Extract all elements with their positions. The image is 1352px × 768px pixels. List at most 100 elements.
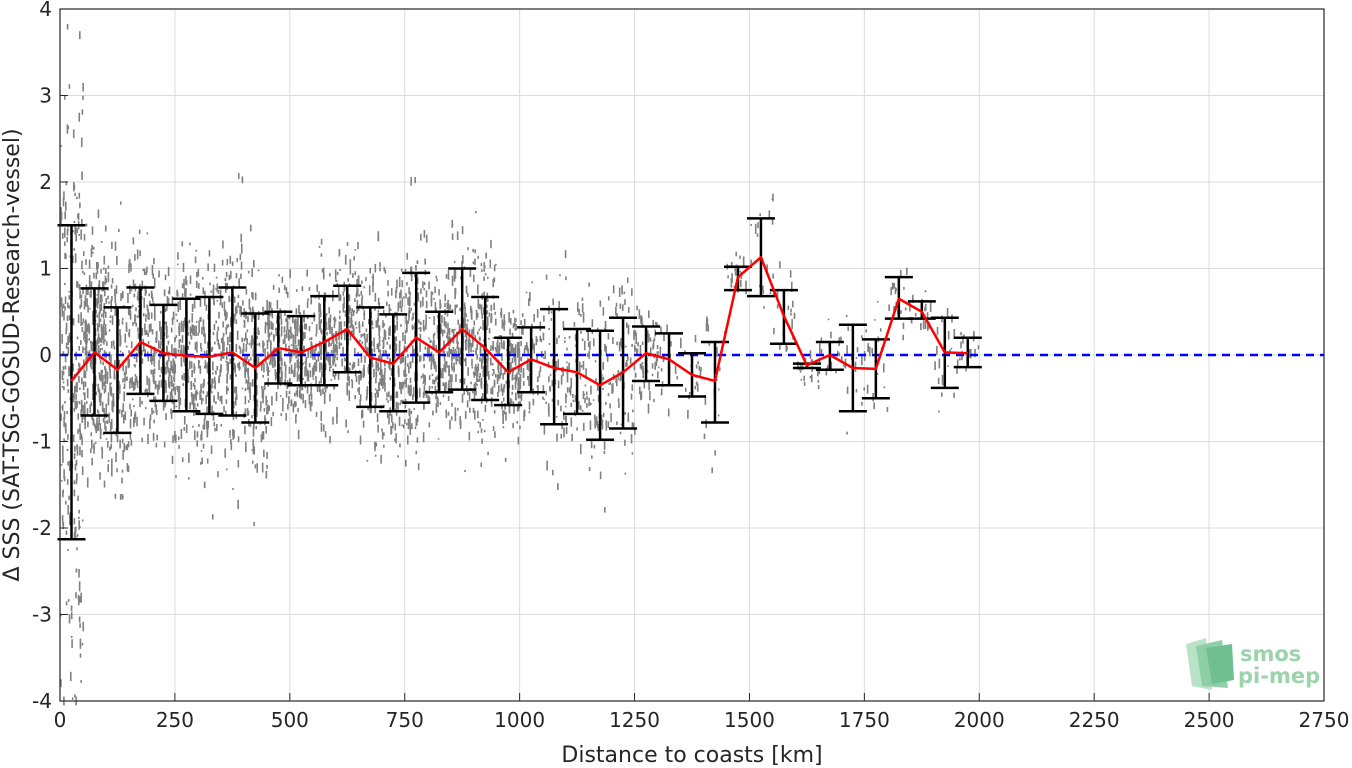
scatter-point: [545, 274, 548, 280]
scatter-point: [247, 315, 249, 322]
scatter-point: [348, 390, 351, 401]
scatter-point: [237, 302, 239, 308]
scatter-point: [408, 385, 411, 396]
scatter-point: [159, 343, 162, 349]
scatter-point: [404, 356, 407, 367]
scatter-point: [234, 386, 236, 394]
scatter-point: [105, 368, 107, 373]
x-axis-title: Distance to coasts [km]: [561, 743, 822, 768]
scatter-point: [315, 333, 317, 337]
scatter-point: [110, 354, 112, 364]
scatter-point: [111, 278, 114, 284]
scatter-point: [189, 402, 191, 410]
scatter-point: [141, 280, 144, 291]
scatter-point: [666, 324, 668, 332]
scatter-point: [251, 291, 253, 298]
scatter-point: [548, 342, 551, 345]
scatter-point: [61, 370, 64, 380]
scatter-point: [447, 411, 450, 416]
scatter-point: [182, 323, 185, 332]
scatter-point: [684, 350, 686, 353]
scatter-point: [232, 357, 235, 361]
scatter-point: [339, 310, 341, 314]
scatter-point: [407, 418, 410, 430]
scatter-point: [224, 277, 227, 282]
scatter-point: [660, 392, 663, 396]
scatter-point: [703, 433, 706, 440]
scatter-point: [129, 377, 132, 383]
scatter-point: [97, 350, 100, 354]
scatter-point: [191, 303, 194, 313]
scatter-point: [101, 446, 103, 450]
scatter-point: [922, 320, 925, 330]
scatter-point: [488, 312, 491, 317]
scatter-point: [399, 381, 401, 390]
scatter-point: [474, 258, 476, 265]
scatter-point: [500, 308, 503, 319]
scatter-point: [295, 414, 297, 417]
scatter-point: [297, 353, 299, 358]
scatter-point: [290, 326, 292, 335]
scatter-point: [122, 360, 125, 372]
scatter-point: [164, 400, 167, 406]
scatter-point: [100, 296, 102, 303]
scatter-point: [98, 414, 100, 426]
scatter-point: [604, 324, 607, 332]
scatter-point: [135, 307, 137, 312]
scatter-point: [491, 345, 494, 349]
scatter-point: [279, 366, 282, 371]
scatter-point: [228, 274, 231, 281]
scatter-point: [111, 295, 113, 301]
scatter-point: [846, 386, 849, 394]
scatter-point: [632, 422, 635, 429]
scatter-point: [401, 280, 404, 288]
scatter-point: [193, 430, 196, 441]
scatter-point: [92, 310, 94, 318]
scatter-point: [201, 277, 204, 280]
scatter-point: [170, 411, 173, 420]
scatter-point: [103, 255, 106, 265]
scatter-point: [298, 373, 301, 382]
x-tick-label: 250: [156, 708, 194, 732]
scatter-point: [168, 351, 170, 362]
scatter-point: [514, 317, 516, 327]
scatter-point: [302, 362, 304, 365]
scatter-point: [227, 361, 229, 372]
scatter-point: [103, 337, 105, 345]
scatter-point: [64, 422, 67, 431]
scatter-point: [750, 259, 752, 266]
scatter-point: [443, 316, 446, 327]
scatter-point: [472, 371, 475, 375]
scatter-point: [442, 382, 445, 387]
scatter-point: [383, 323, 385, 327]
scatter-point: [358, 294, 361, 297]
scatter-point: [187, 345, 189, 350]
scatter-point: [146, 388, 148, 394]
scatter-point: [259, 407, 262, 412]
scatter-point: [74, 253, 77, 264]
scatter-point: [380, 377, 383, 386]
scatter-point: [512, 422, 514, 429]
scatter-point: [180, 344, 183, 354]
scatter-point: [472, 335, 474, 346]
scatter-point: [297, 407, 299, 413]
scatter-point: [419, 300, 422, 308]
scatter-point: [70, 635, 73, 638]
scatter-point: [65, 328, 67, 335]
scatter-point: [899, 269, 902, 278]
scatter-point: [545, 391, 548, 396]
scatter-point: [699, 369, 702, 377]
scatter-point: [323, 399, 326, 405]
scatter-point: [178, 445, 180, 449]
scatter-point: [81, 109, 84, 115]
scatter-point: [454, 268, 457, 279]
y-tick-label: -4: [32, 689, 52, 713]
scatter-point: [593, 414, 596, 420]
scatter-point: [103, 388, 106, 394]
scatter-point: [466, 327, 469, 334]
scatter-point: [442, 394, 445, 398]
scatter-point: [606, 355, 609, 362]
scatter-point: [516, 421, 518, 424]
scatter-point: [253, 521, 255, 526]
scatter-point: [248, 385, 251, 393]
